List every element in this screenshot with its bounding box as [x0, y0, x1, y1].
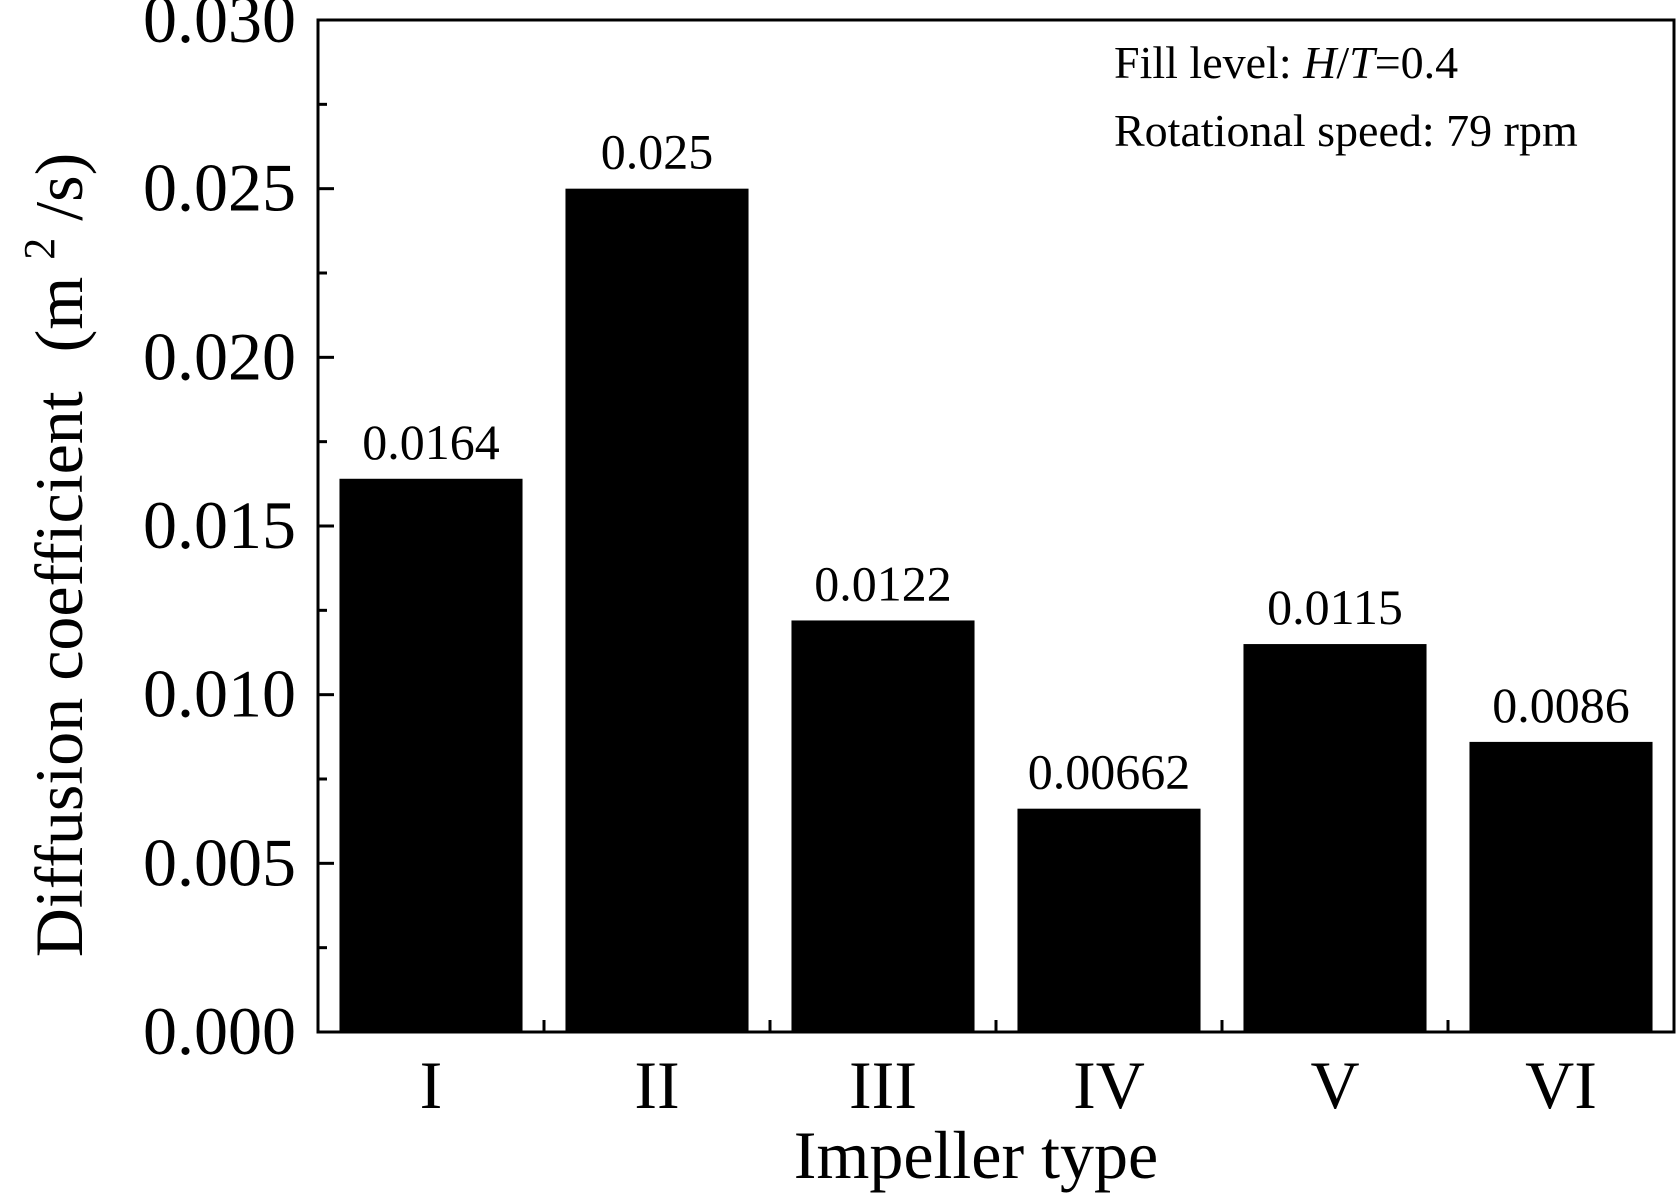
x-tick-label-i: I [420, 1047, 443, 1123]
data-label-ii: 0.025 [601, 124, 714, 180]
x-tick-label-iii: III [849, 1047, 917, 1123]
bar-iv [1017, 808, 1201, 1032]
bar-vi [1469, 741, 1653, 1032]
y-axis-unit-prefix: (m [21, 277, 97, 353]
y-tick-label: 0.020 [143, 318, 296, 394]
x-tick-label-vi: VI [1525, 1047, 1597, 1123]
data-label-iii: 0.0122 [814, 555, 952, 611]
data-labels-group: 0.0164 0.025 0.0122 0.00662 0.0115 0.0086 [362, 124, 1630, 800]
data-label-i: 0.0164 [362, 414, 500, 470]
bar-i [339, 478, 523, 1033]
y-axis-title: Diffusion coefficient (m 2 /s) [0, 153, 97, 957]
x-axis-title: Impeller type [794, 1117, 1158, 1193]
x-tick-label-ii: II [634, 1047, 679, 1123]
bar-ii [565, 188, 749, 1032]
x-tick-label-iv: IV [1073, 1047, 1145, 1123]
y-tick-label: 0.015 [143, 487, 296, 563]
data-label-iv: 0.00662 [1028, 744, 1191, 800]
annotation-fill-level-value: =0.4 [1375, 37, 1458, 88]
x-ticks-group: I II III IV V VI [420, 1020, 1597, 1123]
y-tick-label: 0.005 [143, 824, 296, 900]
y-tick-label: 0.000 [143, 993, 296, 1069]
bar-iii [791, 620, 975, 1032]
bars-group [339, 188, 1653, 1033]
y-ticks-group: 0.000 0.005 0.010 0.015 0.020 0.025 0.030 [143, 0, 334, 1069]
y-axis-unit-superscript: 2 [15, 238, 64, 260]
y-tick-label: 0.030 [143, 0, 296, 57]
annotation-fill-level-h: H [1302, 37, 1339, 88]
y-axis-unit-suffix: /s) [21, 153, 97, 221]
y-tick-label: 0.025 [143, 150, 296, 226]
bar-v [1243, 644, 1427, 1032]
annotation-fill-level-t: T [1349, 37, 1378, 88]
data-label-vi: 0.0086 [1492, 677, 1630, 733]
annotation-fill-level: Fill level: H/T=0.4 [1114, 37, 1458, 88]
annotation-rotational-speed: Rotational speed: 79 rpm [1114, 105, 1578, 156]
y-tick-label: 0.010 [143, 656, 296, 732]
data-label-v: 0.0115 [1267, 579, 1403, 635]
annotation-fill-level-slash: / [1336, 37, 1349, 88]
annotation-fill-level-prefix: Fill level: [1114, 37, 1303, 88]
x-tick-label-v: V [1310, 1047, 1359, 1123]
y-axis-title-main: Diffusion coefficient [21, 391, 97, 957]
